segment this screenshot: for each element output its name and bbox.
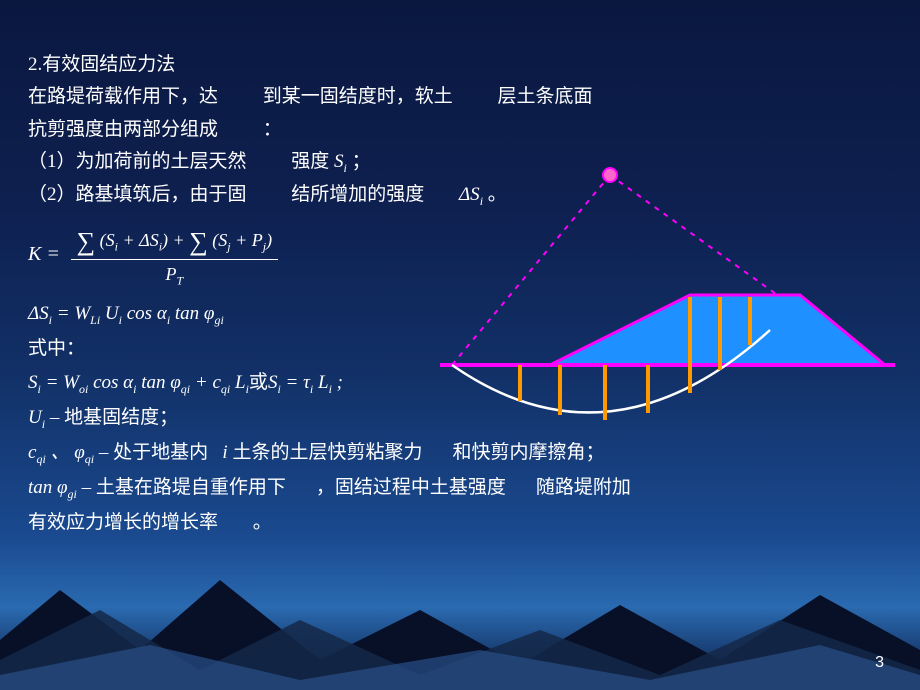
heading: 2.有效固结应力法 — [28, 50, 898, 80]
or-text: 或 — [249, 372, 268, 393]
slide-text: 2.有效固结应力法 在路堤荷载作用下，达 到某一固结度时，软土 层土条底面 抗剪… — [28, 50, 898, 541]
text-frag: – 处于地基内 — [94, 442, 208, 463]
formula-Si: Si = Woi cos αi tan φqi + cqi Li或Si = τi… — [28, 368, 898, 399]
sub: i — [344, 161, 347, 175]
where-label: 式中： — [28, 334, 898, 364]
text-frag: 。 — [253, 512, 272, 533]
text-frag: 土条的土层快剪粘聚力 — [228, 442, 423, 463]
text-frag: 随路堤附加 — [536, 477, 631, 498]
text-frag: 结所增加的强度 — [291, 184, 424, 205]
def-tan: tan φgi – 土基在路堤自重作用下，固结过程中土基强度随路堤附加 — [28, 473, 898, 504]
text-frag: 。 — [488, 184, 507, 205]
sub: i — [480, 194, 483, 208]
text-frag: （1）为加荷前的土层天然 — [28, 151, 247, 172]
formula-deltaS: ΔSi = WLi Ui cos αi tan φgi — [28, 299, 898, 330]
background-mountains — [0, 550, 920, 690]
para-line: 抗剪强度由两部分组成 ： — [28, 115, 898, 145]
page-number: 3 — [875, 654, 884, 672]
def-cqi: cqi 、 φqi – 处于地基内 i 土条的土层快剪粘聚力和快剪内摩擦角； — [28, 438, 898, 469]
item-line: （2）路基填筑后，由于固 结所增加的强度 ΔSi 。 — [28, 180, 898, 211]
text-frag: 到某一固结度时，软土 — [263, 86, 453, 107]
text-frag: 在路堤荷载作用下，达 — [28, 86, 218, 107]
text-frag: ，固结过程中土基强度 — [316, 477, 506, 498]
text-frag: – 地基固结度； — [45, 407, 178, 428]
def-Ui: Ui – 地基固结度； — [28, 403, 898, 434]
last-line: 有效应力增长的增长率 。 — [28, 508, 898, 538]
text-frag: （2）路基填筑后，由于固 — [28, 184, 247, 205]
text-frag: 有效应力增长的增长率 — [28, 512, 218, 533]
text-frag: ： — [263, 119, 282, 140]
text-frag: ； — [352, 151, 371, 172]
para-line: 在路堤荷载作用下，达 到某一固结度时，软土 层土条底面 — [28, 82, 898, 112]
text-frag: 层土条底面 — [498, 86, 593, 107]
text-frag: 强度 — [291, 151, 329, 172]
text-frag: – 土基在路堤自重作用下 — [77, 477, 286, 498]
text-frag: 和快剪内摩擦角； — [452, 442, 604, 463]
sym: ΔS — [459, 184, 480, 205]
formula-K: K = ∑ (Si + ΔSi) + ∑ (Sj + Pj) PT — [28, 217, 898, 291]
text-frag: 抗剪强度由两部分组成 — [28, 119, 218, 140]
item-line: （1）为加荷前的土层天然 强度 Si ； — [28, 147, 898, 178]
sym: S — [334, 151, 344, 172]
